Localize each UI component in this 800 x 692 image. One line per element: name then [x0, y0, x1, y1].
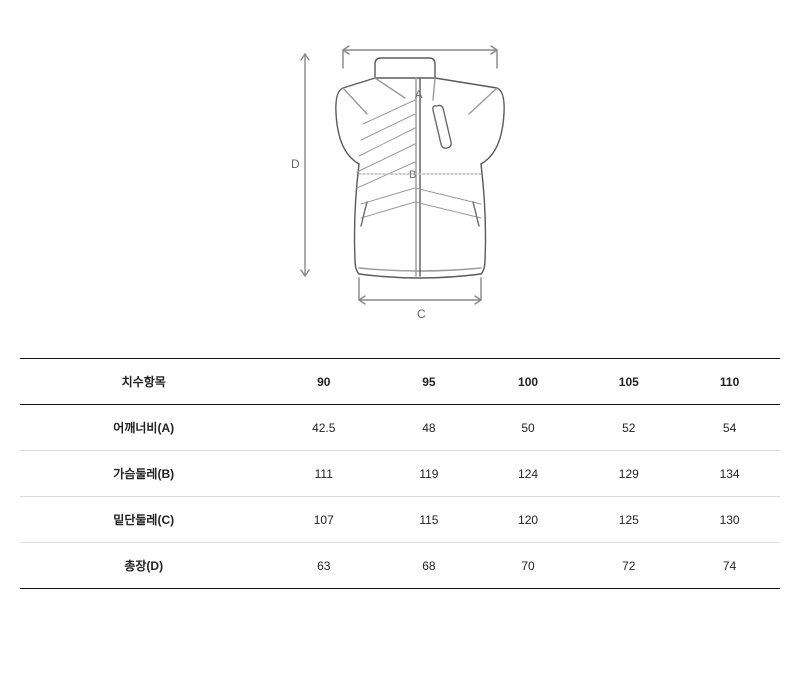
cell: 50 — [478, 405, 579, 451]
row-label: 어깨너비(A) — [20, 405, 267, 451]
size-col: 100 — [478, 359, 579, 405]
cell: 124 — [478, 451, 579, 497]
cell: 129 — [578, 451, 679, 497]
cell: 42.5 — [267, 405, 380, 451]
label-c: C — [417, 307, 426, 321]
size-col: 95 — [380, 359, 478, 405]
cell: 134 — [679, 451, 780, 497]
cell: 74 — [679, 543, 780, 589]
table-row: 총장(D) 63 68 70 72 74 — [20, 543, 780, 589]
cell: 107 — [267, 497, 380, 543]
cell: 120 — [478, 497, 579, 543]
cell: 72 — [578, 543, 679, 589]
table-header-row: 치수항목 90 95 100 105 110 — [20, 359, 780, 405]
row-label: 가슴둘레(B) — [20, 451, 267, 497]
cell: 68 — [380, 543, 478, 589]
cell: 48 — [380, 405, 478, 451]
label-d: D — [291, 157, 300, 171]
row-label: 총장(D) — [20, 543, 267, 589]
label-b: B — [409, 169, 416, 181]
size-col: 105 — [578, 359, 679, 405]
cell: 119 — [380, 451, 478, 497]
size-table: 치수항목 90 95 100 105 110 어깨너비(A) 42.5 48 5… — [20, 358, 780, 589]
cell: 115 — [380, 497, 478, 543]
size-col: 90 — [267, 359, 380, 405]
cell: 125 — [578, 497, 679, 543]
table-row: 어깨너비(A) 42.5 48 50 52 54 — [20, 405, 780, 451]
cell: 130 — [679, 497, 780, 543]
diagram-container: D — [0, 0, 800, 358]
cell: 63 — [267, 543, 380, 589]
vest-diagram: D — [255, 28, 545, 328]
cell: 111 — [267, 451, 380, 497]
cell: 52 — [578, 405, 679, 451]
table-row: 밑단둘레(C) 107 115 120 125 130 — [20, 497, 780, 543]
header-label: 치수항목 — [20, 359, 267, 405]
cell: 70 — [478, 543, 579, 589]
vest-svg: D — [255, 28, 545, 328]
table-row: 가슴둘레(B) 111 119 124 129 134 — [20, 451, 780, 497]
label-a: A — [415, 89, 423, 101]
row-label: 밑단둘레(C) — [20, 497, 267, 543]
size-col: 110 — [679, 359, 780, 405]
cell: 54 — [679, 405, 780, 451]
